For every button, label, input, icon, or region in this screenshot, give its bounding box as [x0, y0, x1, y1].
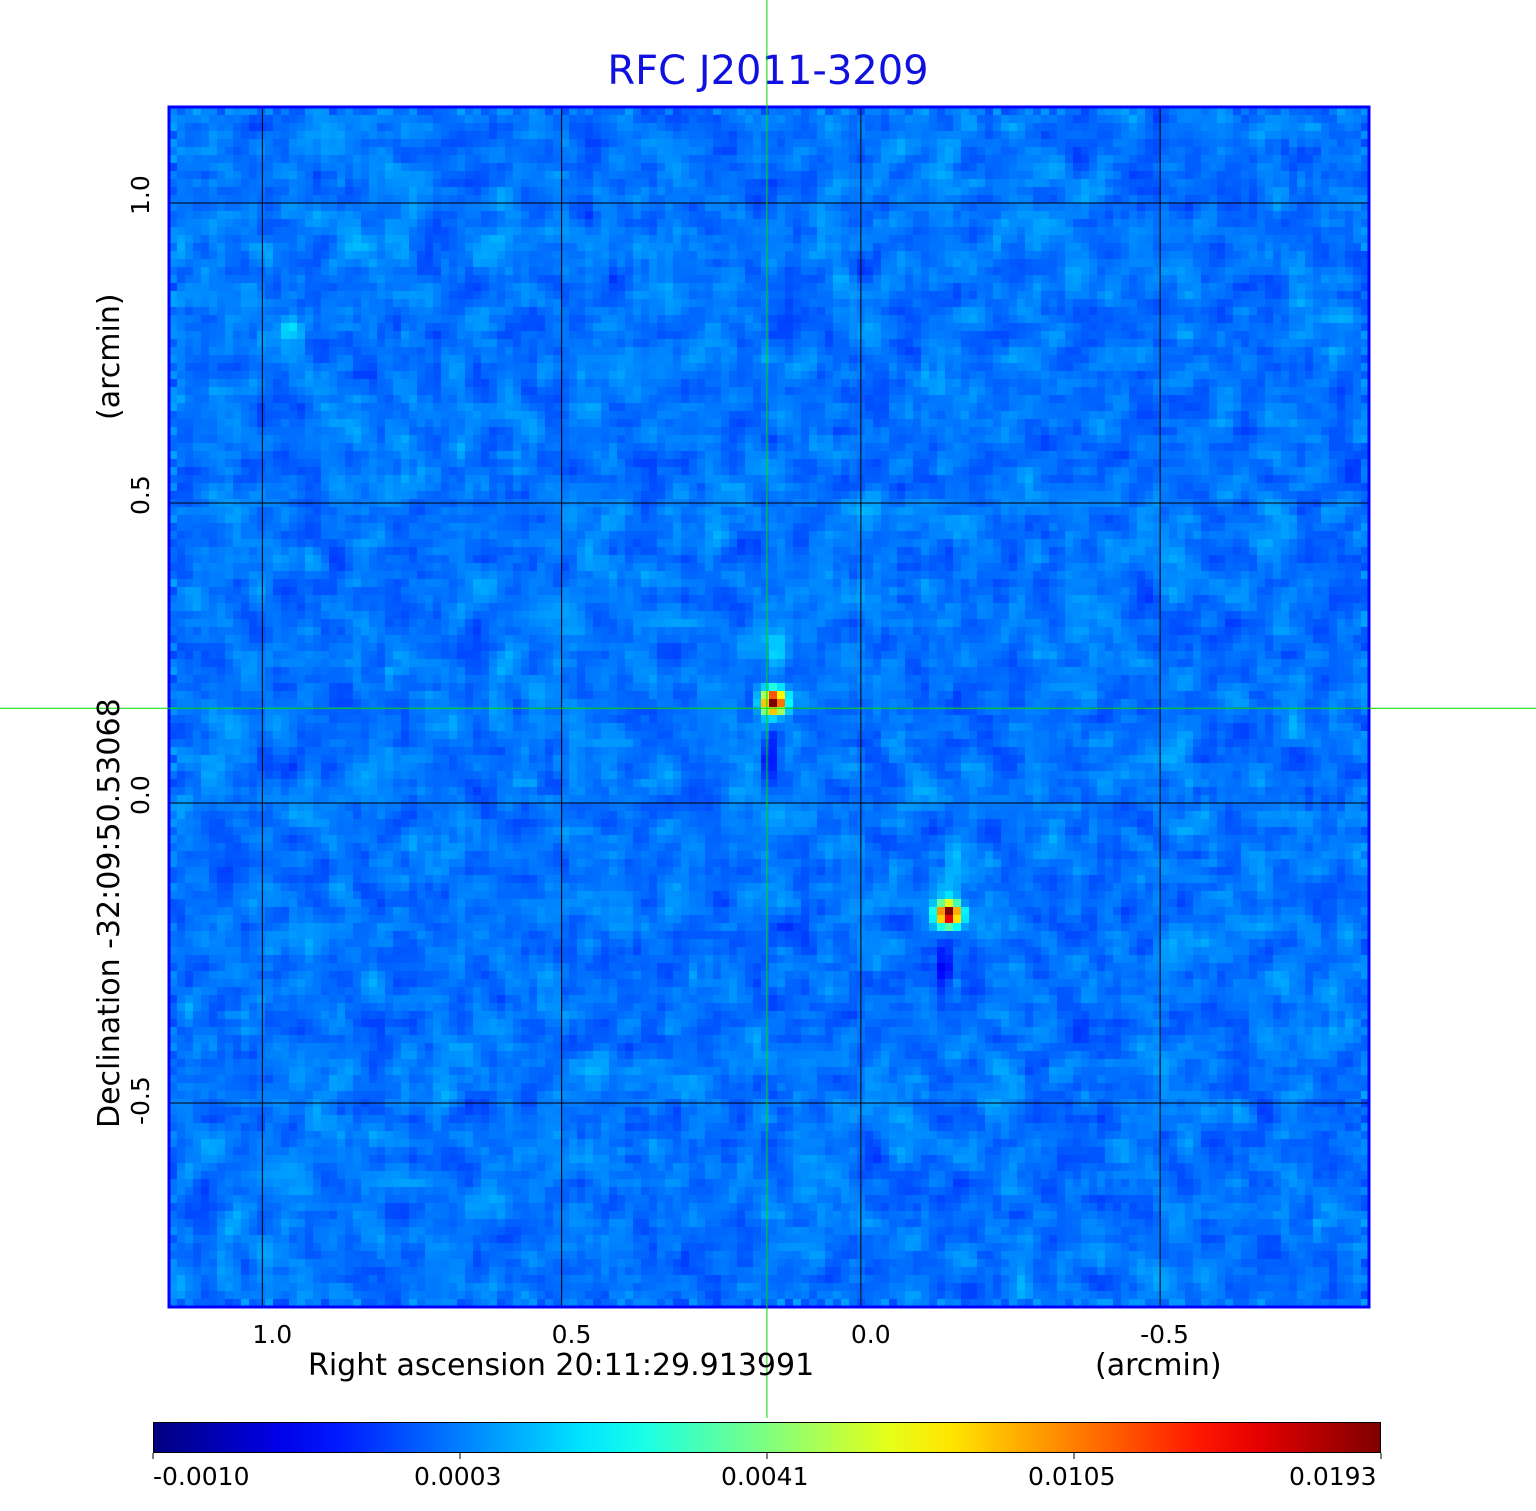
y-axis-unit: (arcmin) — [92, 293, 127, 420]
colorbar-tick-label: 0.0003 — [414, 1462, 502, 1491]
y-tick-label: 0.0 — [126, 775, 155, 815]
y-axis-label: Declination -32:09:50.53068 — [92, 698, 127, 1128]
y-tick-label: -0.5 — [126, 1076, 155, 1125]
y-tick-label: 0.5 — [126, 475, 155, 515]
heatmap-image — [169, 107, 1369, 1307]
x-tick-label: 1.0 — [252, 1320, 293, 1349]
y-tick-label: 1.0 — [126, 175, 155, 215]
x-tick-label: -0.5 — [1140, 1320, 1189, 1349]
x-axis-label: Right ascension 20:11:29.913991 — [308, 1348, 815, 1383]
colorbar-tick-label: -0.0010 — [153, 1462, 250, 1491]
chart-title: RFC J2011-3209 — [607, 48, 929, 94]
x-axis-unit: (arcmin) — [1095, 1348, 1222, 1383]
colorbar-tick-label: 0.0041 — [721, 1462, 809, 1491]
colorbar — [153, 1422, 1381, 1453]
x-tick-label: 0.5 — [551, 1320, 592, 1349]
colorbar-tick-label: 0.0193 — [1289, 1462, 1377, 1491]
plot-frame — [167, 105, 1371, 1309]
x-tick-label: 0.0 — [850, 1320, 891, 1349]
colorbar-tick-label: 0.0105 — [1028, 1462, 1116, 1491]
